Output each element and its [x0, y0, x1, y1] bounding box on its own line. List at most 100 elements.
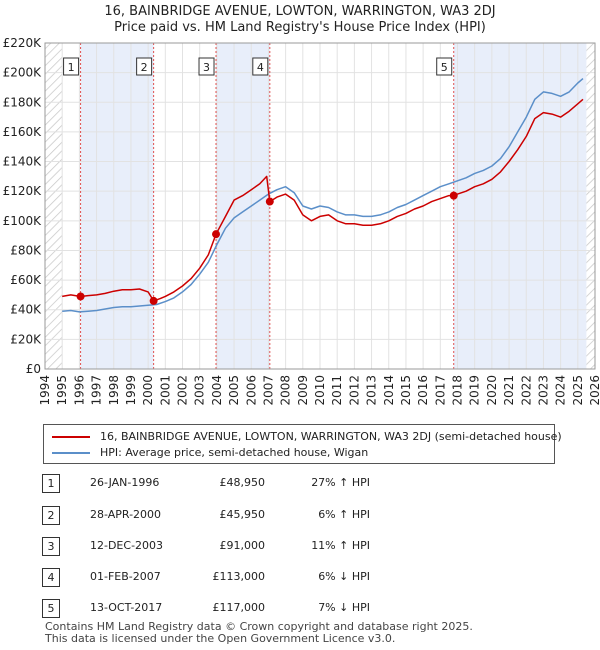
transaction-row: 4 01-FEB-2007 £113,000 6% ↓ HPI: [0, 568, 600, 588]
transaction-hpi: 11% ↑ HPI: [311, 539, 370, 552]
y-tick-label: £120K: [3, 184, 43, 198]
ownership-shade: [453, 43, 587, 369]
x-tick-label: 2018: [451, 375, 465, 406]
transaction-price: £48,950: [219, 476, 266, 489]
sale-point: [265, 197, 274, 206]
chart-legend: 16, BAINBRIDGE AVENUE, LOWTON, WARRINGTO…: [43, 424, 562, 464]
x-tick-label: 2021: [502, 375, 516, 406]
x-tick-label: 2004: [210, 375, 224, 406]
transaction-price: £117,000: [212, 601, 266, 614]
chart-title-line1: 16, BAINBRIDGE AVENUE, LOWTON, WARRINGTO…: [104, 4, 496, 19]
transaction-price: £45,950: [219, 508, 266, 521]
chart-title-line2: Price paid vs. HM Land Registry's House …: [114, 20, 486, 35]
y-tick-label: £180K: [3, 95, 43, 109]
y-tick-label: £80K: [10, 243, 42, 257]
y-tick-label: £60K: [10, 273, 42, 287]
sale-label-box: [198, 57, 215, 76]
x-tick-label: 2017: [433, 375, 447, 406]
y-tick-label: £200K: [3, 66, 43, 80]
price-chart: 1 2 3 4 5 £0 £20K £40K £60K £80K £100K £120K £140K £1…: [3, 36, 600, 406]
transaction-date: 13-OCT-2017: [90, 601, 163, 614]
sale-point: [149, 296, 158, 305]
transaction-number: 3: [42, 537, 60, 556]
y-tick-label: £140K: [3, 155, 43, 169]
y-tick-label: £160K: [3, 125, 43, 139]
x-tick-label: 2007: [261, 375, 275, 406]
transaction-date: 26-JAN-1996: [90, 476, 160, 489]
transaction-hpi: 6% ↑ HPI: [318, 508, 370, 521]
x-tick-label: 2006: [244, 375, 258, 406]
transaction-row: 1 26-JAN-1996 £48,950 27% ↑ HPI: [0, 474, 600, 494]
transaction-hpi: 6% ↓ HPI: [318, 570, 370, 583]
plot-border: [44, 42, 596, 370]
x-tick-label: 2022: [519, 375, 533, 406]
x-tick-label: 1997: [90, 375, 104, 406]
x-tick-label: 2023: [536, 375, 550, 406]
x-tick-label: 2020: [485, 375, 499, 406]
sale-label-box: [436, 57, 453, 76]
x-tick-label: 2019: [468, 375, 482, 406]
y-tick-label: £40K: [10, 303, 42, 317]
transaction-number: 1: [42, 474, 60, 493]
x-tick-label: 2001: [158, 375, 172, 406]
transaction-price: £113,000: [212, 570, 266, 583]
hpi-series-line: [62, 78, 584, 313]
legend-label-property: 16, BAINBRIDGE AVENUE, LOWTON, WARRINGTO…: [100, 430, 562, 443]
x-tick-label: 2003: [193, 375, 207, 406]
x-tick-label: 2025: [571, 375, 585, 406]
legend-swatch-hpi: [52, 452, 90, 454]
legend-swatch-property: [52, 436, 90, 438]
y-tick-label: £220K: [3, 36, 43, 50]
y-tick-label: £20K: [10, 332, 42, 346]
transaction-date: 28-APR-2000: [90, 508, 162, 521]
x-tick-label: 2014: [382, 375, 396, 406]
legend-item-hpi: HPI: Average price, semi-detached house,…: [52, 445, 547, 461]
x-tick-label: 2009: [296, 375, 310, 406]
x-tick-label: 2010: [313, 375, 327, 406]
x-tick-label: 2002: [176, 375, 190, 406]
x-tick-label: 2000: [141, 375, 155, 406]
transaction-number: 5: [42, 599, 60, 618]
no-data-hatch: [45, 43, 63, 369]
transaction-hpi: 7% ↓ HPI: [318, 601, 370, 614]
x-tick-label: 1998: [107, 375, 121, 406]
x-tick-label: 2015: [399, 375, 413, 406]
transaction-date: 12-DEC-2003: [90, 539, 164, 552]
y-tick-label: £100K: [3, 214, 43, 228]
transaction-number: 2: [42, 506, 60, 525]
sale-point: [76, 292, 85, 301]
x-tick-label: 2008: [279, 375, 293, 406]
x-tick-label: 2012: [347, 375, 361, 406]
ownership-shade: [80, 43, 154, 369]
sale-label: 5: [441, 61, 448, 74]
sale-label: 2: [141, 61, 148, 74]
sale-label: 1: [68, 61, 75, 74]
x-tick-label: 2005: [227, 375, 241, 406]
x-tick-label: 1995: [55, 375, 69, 406]
y-tick-label: £0: [26, 362, 41, 376]
x-tick-label: 2013: [365, 375, 379, 406]
no-data-hatch: [586, 43, 595, 369]
sale-label-box: [63, 57, 80, 76]
transaction-date: 01-FEB-2007: [90, 570, 161, 583]
x-tick-label: 2026: [588, 375, 600, 406]
transaction-row: 3 12-DEC-2003 £91,000 11% ↑ HPI: [0, 537, 600, 557]
x-tick-label: 2016: [416, 375, 430, 406]
transaction-row: 2 28-APR-2000 £45,950 6% ↑ HPI: [0, 506, 600, 526]
legend-label-hpi: HPI: Average price, semi-detached house,…: [100, 446, 369, 459]
legend-item-property: 16, BAINBRIDGE AVENUE, LOWTON, WARRINGTO…: [52, 429, 562, 445]
footer-copyright: Contains HM Land Registry data © Crown c…: [45, 620, 473, 633]
x-tick-label: 1994: [38, 375, 52, 406]
footer-license: This data is licensed under the Open Gov…: [45, 632, 396, 645]
transaction-price: £91,000: [219, 539, 266, 552]
sale-label: 3: [203, 61, 210, 74]
transaction-row: 5 13-OCT-2017 £117,000 7% ↓ HPI: [0, 599, 600, 619]
transaction-hpi: 27% ↑ HPI: [311, 476, 370, 489]
sale-label-box: [136, 57, 153, 76]
sale-point: [449, 191, 458, 200]
sale-label: 4: [257, 61, 264, 74]
sale-point: [212, 230, 221, 239]
transaction-number: 4: [42, 568, 60, 587]
sale-label-box: [252, 57, 269, 76]
x-tick-label: 2024: [554, 375, 568, 406]
